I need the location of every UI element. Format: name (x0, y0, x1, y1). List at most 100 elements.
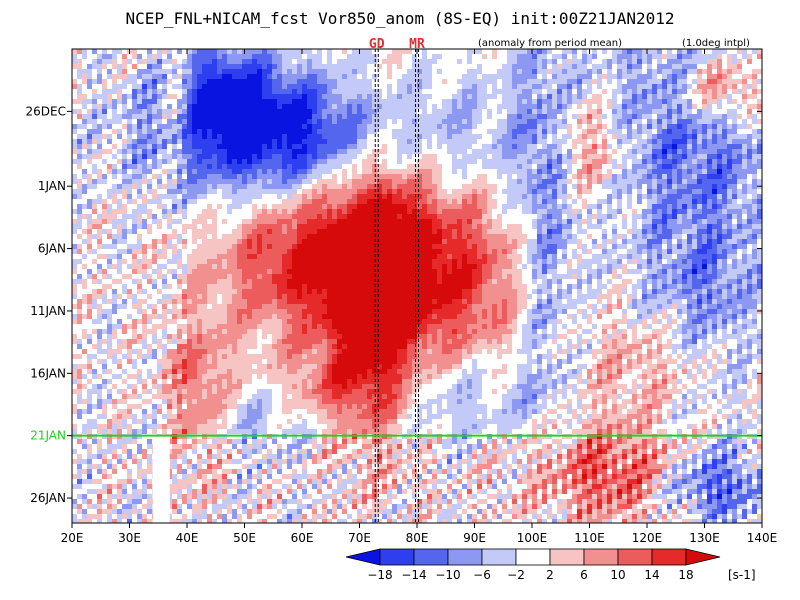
field-cell (652, 64, 657, 69)
field-cell (527, 169, 532, 174)
field-cell (632, 179, 637, 184)
field-cell (162, 229, 167, 234)
field-cell (202, 79, 207, 84)
field-cell (727, 209, 732, 214)
field-cell (527, 214, 532, 219)
field-cell (197, 189, 202, 194)
field-cell (752, 159, 757, 164)
field-cell (367, 204, 372, 209)
field-cell (182, 79, 187, 84)
field-cell (362, 74, 367, 79)
field-cell (557, 114, 562, 119)
field-cell (687, 79, 692, 84)
field-cell (457, 49, 462, 54)
field-cell (672, 219, 677, 224)
field-cell (647, 64, 652, 69)
field-cell (182, 199, 187, 204)
field-cell (682, 134, 687, 139)
field-cell (142, 74, 147, 79)
field-cell (407, 199, 412, 204)
field-cell (602, 94, 607, 99)
field-cell (702, 154, 707, 159)
field-cell (652, 129, 657, 134)
field-cell (637, 109, 642, 114)
field-cell (352, 199, 357, 204)
field-cell (407, 99, 412, 104)
field-cell (447, 224, 452, 229)
field-cell (742, 109, 747, 114)
field-cell (472, 189, 477, 194)
field-cell (442, 79, 447, 84)
field-cell (227, 119, 232, 124)
field-cell (517, 194, 522, 199)
field-cell (257, 209, 262, 214)
field-cell (267, 144, 272, 149)
field-cell (87, 219, 92, 224)
field-cell (132, 229, 137, 234)
field-cell (672, 109, 677, 114)
field-cell (417, 74, 422, 79)
field-cell (552, 99, 557, 104)
field-cell (662, 219, 667, 224)
field-cell (287, 184, 292, 189)
field-cell (647, 94, 652, 99)
field-cell (177, 139, 182, 144)
field-cell (657, 69, 662, 74)
field-cell (447, 89, 452, 94)
field-cell (172, 189, 177, 194)
field-cell (242, 79, 247, 84)
field-cell (387, 209, 392, 214)
field-cell (537, 134, 542, 139)
field-cell (262, 219, 267, 224)
field-cell (497, 114, 502, 119)
field-cell (717, 174, 722, 179)
field-cell (157, 79, 162, 84)
chart-title: NCEP_FNL+NICAM_fcst Vor850_anom (8S-EQ) … (125, 9, 674, 28)
field-cell (122, 179, 127, 184)
field-cell (727, 104, 732, 109)
field-cell (357, 104, 362, 109)
field-cell (607, 139, 612, 144)
field-cell (642, 114, 647, 119)
field-cell (747, 139, 752, 144)
field-cell (267, 204, 272, 209)
field-cell (512, 74, 517, 79)
field-cell (577, 99, 582, 104)
field-cell (157, 129, 162, 134)
field-cell (487, 49, 492, 54)
field-cell (232, 189, 237, 194)
field-cell (182, 204, 187, 209)
field-cell (547, 129, 552, 134)
field-cell (92, 219, 97, 224)
field-cell (732, 139, 737, 144)
field-cell (162, 194, 167, 199)
field-cell (237, 89, 242, 94)
field-cell (692, 49, 697, 54)
field-cell (277, 214, 282, 219)
field-cell (632, 74, 637, 79)
field-cell (522, 159, 527, 164)
field-cell (357, 159, 362, 164)
field-cell (457, 164, 462, 169)
field-cell (757, 214, 762, 219)
field-cell (387, 169, 392, 174)
field-cell (602, 134, 607, 139)
field-cell (177, 174, 182, 179)
field-cell (662, 79, 667, 84)
field-cell (647, 74, 652, 79)
field-cell (682, 89, 687, 94)
field-cell (127, 109, 132, 114)
field-cell (572, 84, 577, 89)
field-cell (592, 219, 597, 224)
field-cell (182, 119, 187, 124)
field-cell (327, 134, 332, 139)
field-cell (112, 49, 117, 54)
field-cell (722, 189, 727, 194)
field-cell (502, 69, 507, 74)
field-cell (567, 79, 572, 84)
field-cell (757, 134, 762, 139)
field-cell (212, 224, 217, 229)
field-cell (277, 104, 282, 109)
field-cell (757, 94, 762, 99)
field-cell (752, 89, 757, 94)
